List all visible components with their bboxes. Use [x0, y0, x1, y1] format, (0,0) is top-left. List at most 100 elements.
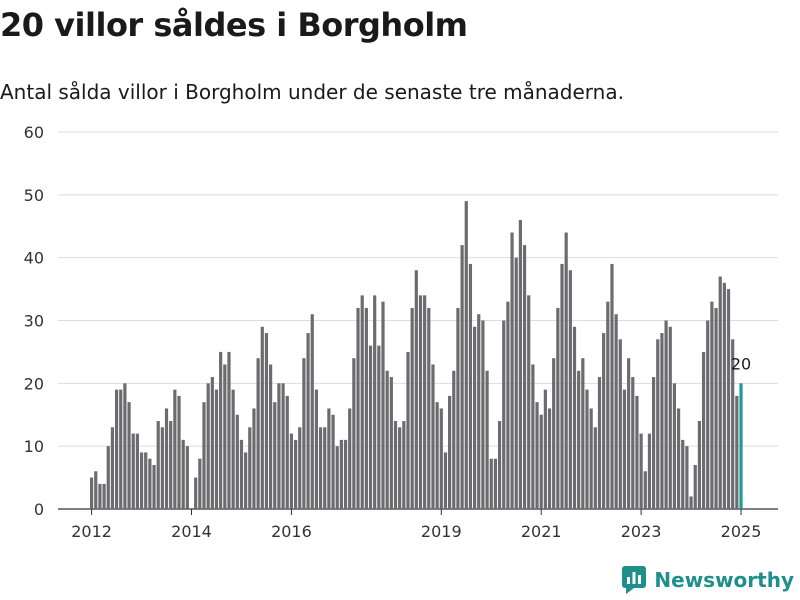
bar	[410, 307, 414, 509]
bar	[668, 326, 672, 509]
bar	[464, 201, 468, 509]
bar	[127, 402, 131, 509]
bar	[139, 452, 144, 509]
y-axis: 0 10 20 30 40 50 60	[24, 123, 44, 519]
bar	[98, 483, 102, 509]
x-tick-label: 2016	[271, 522, 312, 541]
x-tick-label: 2021	[521, 522, 562, 541]
chart-title: 20 villor såldes i Borgholm	[0, 6, 468, 44]
bar	[298, 427, 302, 509]
bar	[497, 421, 502, 509]
bar	[293, 439, 298, 509]
bar	[614, 314, 618, 509]
bar	[693, 465, 697, 509]
bar	[531, 364, 535, 509]
y-tick-label: 30	[24, 312, 44, 331]
bar	[260, 326, 264, 509]
bar	[448, 395, 452, 509]
bar	[373, 295, 377, 509]
bar	[119, 389, 123, 509]
bar	[552, 358, 556, 509]
bar	[423, 295, 427, 509]
bar	[547, 408, 552, 509]
bar	[177, 395, 181, 509]
bar	[273, 402, 277, 509]
x-tick-label: 2025	[721, 522, 762, 541]
bar	[577, 370, 581, 509]
bar-highlight	[739, 383, 743, 509]
bar	[560, 263, 564, 509]
bar	[144, 452, 148, 509]
bar	[164, 408, 169, 509]
bar	[256, 358, 260, 509]
bar	[348, 408, 352, 509]
bar	[726, 289, 731, 509]
bar	[219, 351, 223, 509]
bar	[352, 358, 356, 509]
y-tick-label: 40	[24, 249, 44, 268]
brand-name: Newsworthy	[654, 568, 794, 592]
bar	[622, 389, 627, 509]
bar	[123, 383, 127, 509]
bar	[90, 477, 94, 509]
bar	[239, 439, 244, 509]
bar	[635, 395, 639, 509]
bar	[389, 377, 393, 509]
x-tick-label: 2014	[171, 522, 212, 541]
bar	[718, 276, 722, 509]
bar	[393, 421, 398, 509]
bar	[452, 370, 456, 509]
bar	[285, 395, 289, 509]
bar	[714, 307, 718, 509]
bar	[181, 439, 185, 509]
bar	[514, 257, 518, 509]
bar	[131, 433, 135, 509]
bar	[227, 351, 231, 509]
bar	[152, 465, 156, 509]
data-labels: 20	[731, 354, 751, 373]
bar	[214, 389, 219, 509]
bar	[543, 389, 547, 509]
x-tick-label: 2019	[421, 522, 462, 541]
bar	[631, 377, 635, 509]
bar	[701, 351, 706, 509]
bar	[564, 232, 568, 509]
bar	[252, 408, 256, 509]
bar	[110, 427, 115, 509]
y-tick-label: 50	[24, 186, 44, 205]
bar	[468, 263, 473, 509]
bar	[672, 383, 677, 509]
bar	[473, 326, 477, 509]
bar	[356, 307, 360, 509]
bar	[456, 307, 460, 509]
bar	[414, 270, 418, 509]
bar	[606, 301, 610, 509]
bar	[114, 389, 119, 509]
bar	[360, 295, 364, 509]
bar	[306, 333, 310, 509]
bar	[647, 433, 652, 509]
bar	[427, 307, 431, 509]
bar	[627, 358, 631, 509]
bar	[94, 471, 98, 509]
bar	[244, 452, 248, 509]
bar	[302, 358, 306, 509]
bar	[318, 427, 323, 509]
bar	[368, 345, 373, 509]
bar	[581, 358, 585, 509]
y-tick-label: 20	[24, 374, 44, 393]
bar	[431, 364, 435, 509]
bar	[510, 232, 514, 509]
bar	[460, 245, 464, 509]
bar	[194, 477, 198, 509]
bar	[568, 270, 572, 509]
bar	[277, 383, 281, 509]
bar	[593, 427, 597, 509]
bar	[656, 339, 660, 509]
bar	[502, 320, 506, 509]
bar	[602, 333, 606, 509]
bar	[556, 307, 560, 509]
bar	[223, 364, 227, 509]
bar	[148, 458, 152, 509]
